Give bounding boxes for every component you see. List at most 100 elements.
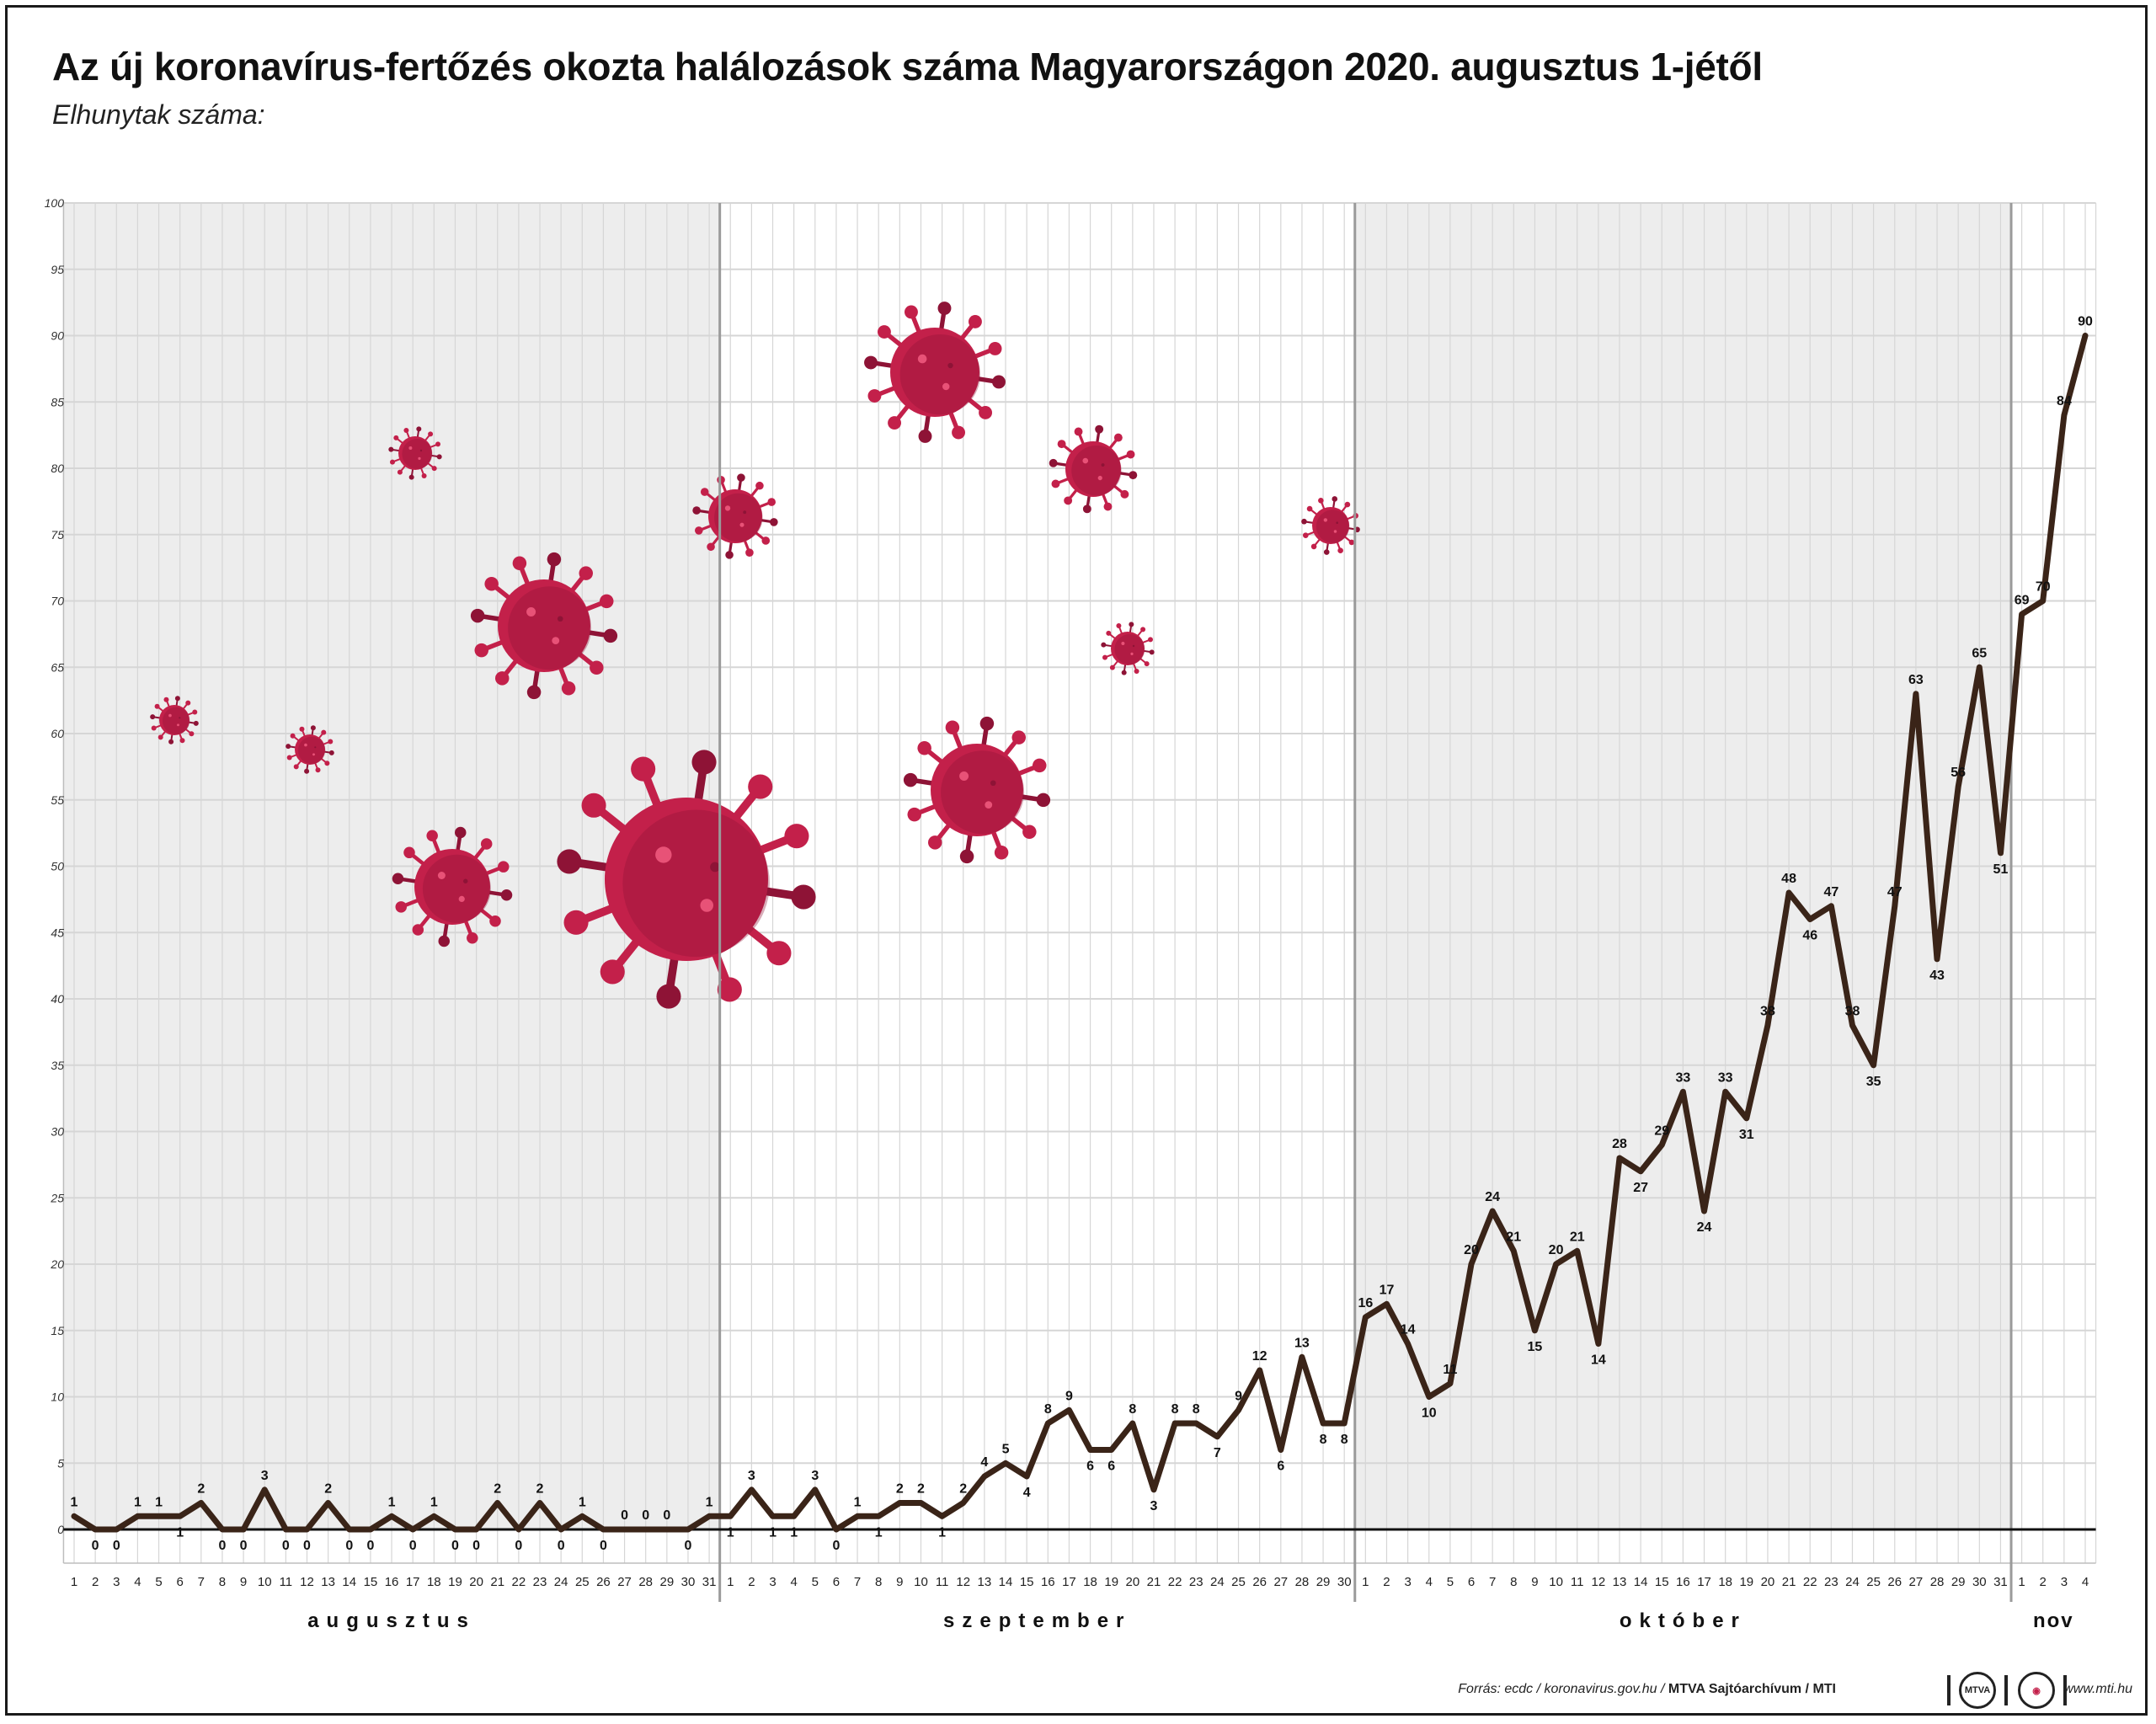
virus-spike-tip	[1129, 471, 1138, 480]
virus-dot	[179, 717, 181, 719]
virus-icon	[864, 302, 1006, 443]
virus-spike-tip	[412, 924, 424, 936]
virus-spike-tip	[497, 861, 510, 873]
data-point	[1131, 1422, 1134, 1425]
data-label: 90	[2078, 315, 2093, 329]
data-label: 0	[558, 1539, 565, 1553]
x-tick-label: 25	[1866, 1575, 1881, 1589]
x-tick-label: 7	[1489, 1575, 1496, 1589]
y-tick-label: 0	[57, 1523, 64, 1536]
y-tick-label: 65	[51, 660, 64, 674]
virus-dot	[312, 753, 315, 756]
x-tick-label: 21	[1147, 1575, 1161, 1589]
virus-body	[414, 849, 490, 925]
virus-spike-tip	[717, 977, 742, 1002]
data-point	[1364, 1316, 1367, 1319]
data-label: 3	[1150, 1499, 1158, 1513]
data-label: 0	[240, 1539, 248, 1553]
data-point	[1385, 1302, 1388, 1305]
virus-spike-tip	[877, 325, 891, 339]
x-tick-label: 29	[659, 1575, 674, 1589]
data-point	[1597, 1342, 1600, 1345]
virus-spike-tip	[480, 838, 493, 850]
virus-spike-tip	[397, 469, 403, 475]
data-label: 9	[1065, 1389, 1073, 1403]
data-label: 4	[980, 1455, 988, 1470]
virus-spike-tip	[1301, 518, 1307, 525]
virus-dot	[700, 899, 714, 912]
data-point	[601, 1528, 605, 1531]
data-label: 0	[366, 1539, 374, 1553]
virus-shade	[508, 586, 592, 670]
data-label: 1	[388, 1495, 396, 1509]
x-tick-label: 26	[596, 1575, 611, 1589]
x-tick-label: 19	[448, 1575, 462, 1589]
data-label: 8	[1044, 1402, 1052, 1417]
virus-spike-tip	[1106, 630, 1112, 636]
data-point	[1428, 1396, 1431, 1398]
data-point	[1999, 851, 2002, 855]
virus-spike-tip	[438, 935, 450, 947]
y-tick-label: 40	[51, 992, 64, 1006]
virus-spike-tip	[725, 551, 734, 559]
data-label: 48	[1781, 872, 1796, 886]
virus-spike-tip	[1134, 668, 1139, 674]
data-point	[1321, 1422, 1325, 1425]
data-label: 31	[1739, 1128, 1754, 1142]
data-point	[559, 1528, 563, 1531]
virus-spike-tip	[304, 768, 310, 774]
virus-shade	[941, 750, 1025, 835]
data-label: 43	[1929, 969, 1945, 983]
data-label: 56	[1951, 766, 1966, 780]
virus-spike-tip	[563, 910, 589, 935]
data-label: 63	[1908, 673, 1924, 687]
data-label: 0	[409, 1539, 417, 1553]
data-point	[1406, 1342, 1410, 1345]
x-tick-label: 28	[638, 1575, 653, 1589]
virus-dot	[304, 743, 307, 747]
data-point	[538, 1502, 542, 1504]
virus-dot	[724, 505, 731, 511]
virus-dot	[177, 723, 179, 727]
data-label: 16	[1358, 1296, 1373, 1310]
virus-icon	[1049, 424, 1138, 514]
virus-spike-tip	[1032, 758, 1047, 773]
virus-dot	[408, 446, 413, 450]
virus-dot	[1101, 463, 1105, 467]
virus-spike-tip	[988, 342, 1002, 355]
virus-shade	[1071, 445, 1122, 496]
virus-shade	[714, 493, 763, 542]
data-label: 47	[1887, 885, 1903, 899]
source-text: Forrás: ecdc / koronavirus.gov.hu /	[1458, 1682, 1668, 1696]
data-label: 0	[219, 1539, 227, 1553]
virus-spike-tip	[467, 931, 478, 944]
virus-dot	[314, 746, 317, 749]
data-point	[1046, 1422, 1049, 1425]
virus-spike-tip	[500, 889, 513, 901]
x-tick-label: 22	[1168, 1575, 1182, 1589]
data-point	[1724, 1090, 1727, 1093]
data-point	[856, 1514, 859, 1518]
x-tick-label: 21	[1782, 1575, 1796, 1589]
virus-spike-tip	[174, 696, 180, 702]
chart-frame	[5, 5, 2148, 1716]
data-label: 0	[621, 1508, 628, 1523]
data-point	[1089, 1449, 1092, 1451]
x-tick-label: 23	[533, 1575, 547, 1589]
data-label: 46	[1802, 929, 1817, 943]
data-label: 9	[1235, 1389, 1242, 1403]
data-point	[179, 1514, 182, 1518]
data-label: 24	[1485, 1190, 1500, 1204]
virus-spike-tip	[431, 466, 437, 472]
data-point	[221, 1528, 224, 1531]
x-tick-label: 24	[554, 1575, 568, 1589]
data-label: 2	[959, 1482, 967, 1497]
virus-spike-tip	[328, 750, 334, 755]
virus-dot	[1336, 521, 1339, 525]
virus-body	[398, 436, 432, 470]
virus-spike-tip	[761, 536, 771, 545]
virus-spike-tip	[1144, 661, 1150, 667]
x-tick-label: 4	[1426, 1575, 1433, 1589]
data-point	[432, 1514, 435, 1518]
data-point	[93, 1528, 97, 1531]
